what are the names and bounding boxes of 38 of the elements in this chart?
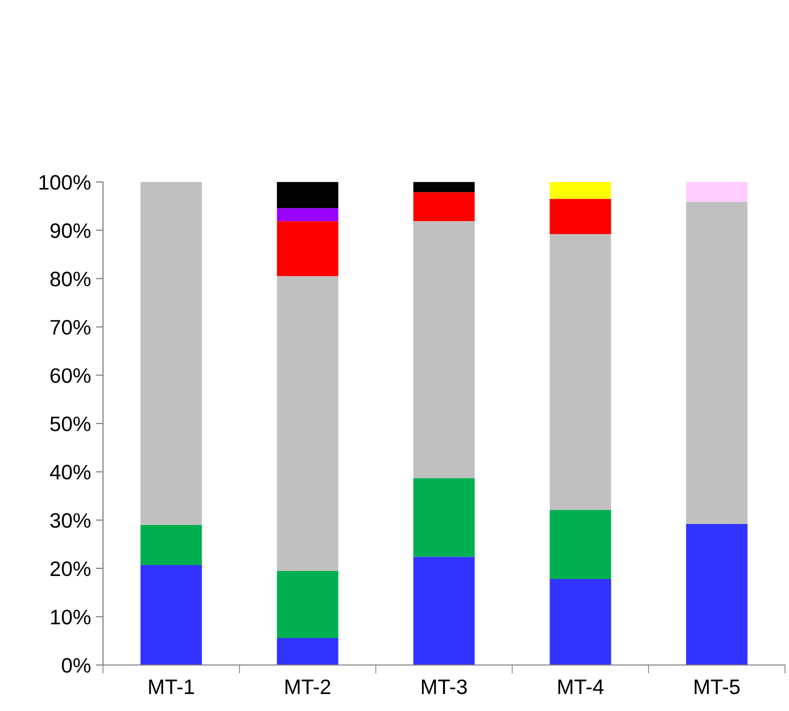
- bar: [413, 192, 475, 222]
- y-tick-label: 30%: [50, 513, 90, 528]
- y-tick-label: 80%: [50, 272, 90, 286]
- bar: [550, 579, 612, 665]
- x-tick-label: MT-4: [558, 680, 604, 694]
- y-tick-label: 40%: [50, 464, 90, 480]
- bar: [686, 524, 748, 665]
- x-tick-label: MT-2: [286, 679, 330, 694]
- y-tick-label: 70%: [50, 320, 90, 335]
- bar: [276, 221, 338, 276]
- x-tick-label: MT-1: [149, 680, 194, 694]
- y-tick-label: 50%: [50, 416, 90, 432]
- bar: [550, 182, 612, 199]
- bar: [413, 478, 475, 557]
- y-tick-label: 20%: [50, 561, 90, 576]
- bar: [140, 182, 202, 525]
- bar: [276, 182, 338, 208]
- y-tick-label: 10%: [51, 610, 90, 624]
- bar: [686, 202, 748, 524]
- y-tick-label: 0%: [62, 658, 90, 673]
- y-tick-label: 100%: [40, 175, 90, 190]
- bar: [550, 510, 612, 580]
- bar: [413, 182, 475, 192]
- bar: [276, 208, 338, 222]
- bar: [413, 556, 475, 665]
- x-tick-label: MT-3: [422, 679, 467, 694]
- bar: [550, 234, 612, 510]
- bar: [276, 570, 338, 638]
- bar: [140, 524, 202, 566]
- bar: [686, 182, 748, 202]
- y-tick-label: 90%: [50, 223, 90, 238]
- bar: [276, 638, 338, 665]
- bar: [276, 276, 338, 571]
- y-tick-label: 60%: [50, 368, 90, 383]
- bar: [550, 198, 612, 234]
- bar: [140, 565, 202, 665]
- x-tick-label: MT-5: [694, 680, 740, 694]
- bar: [413, 221, 475, 478]
